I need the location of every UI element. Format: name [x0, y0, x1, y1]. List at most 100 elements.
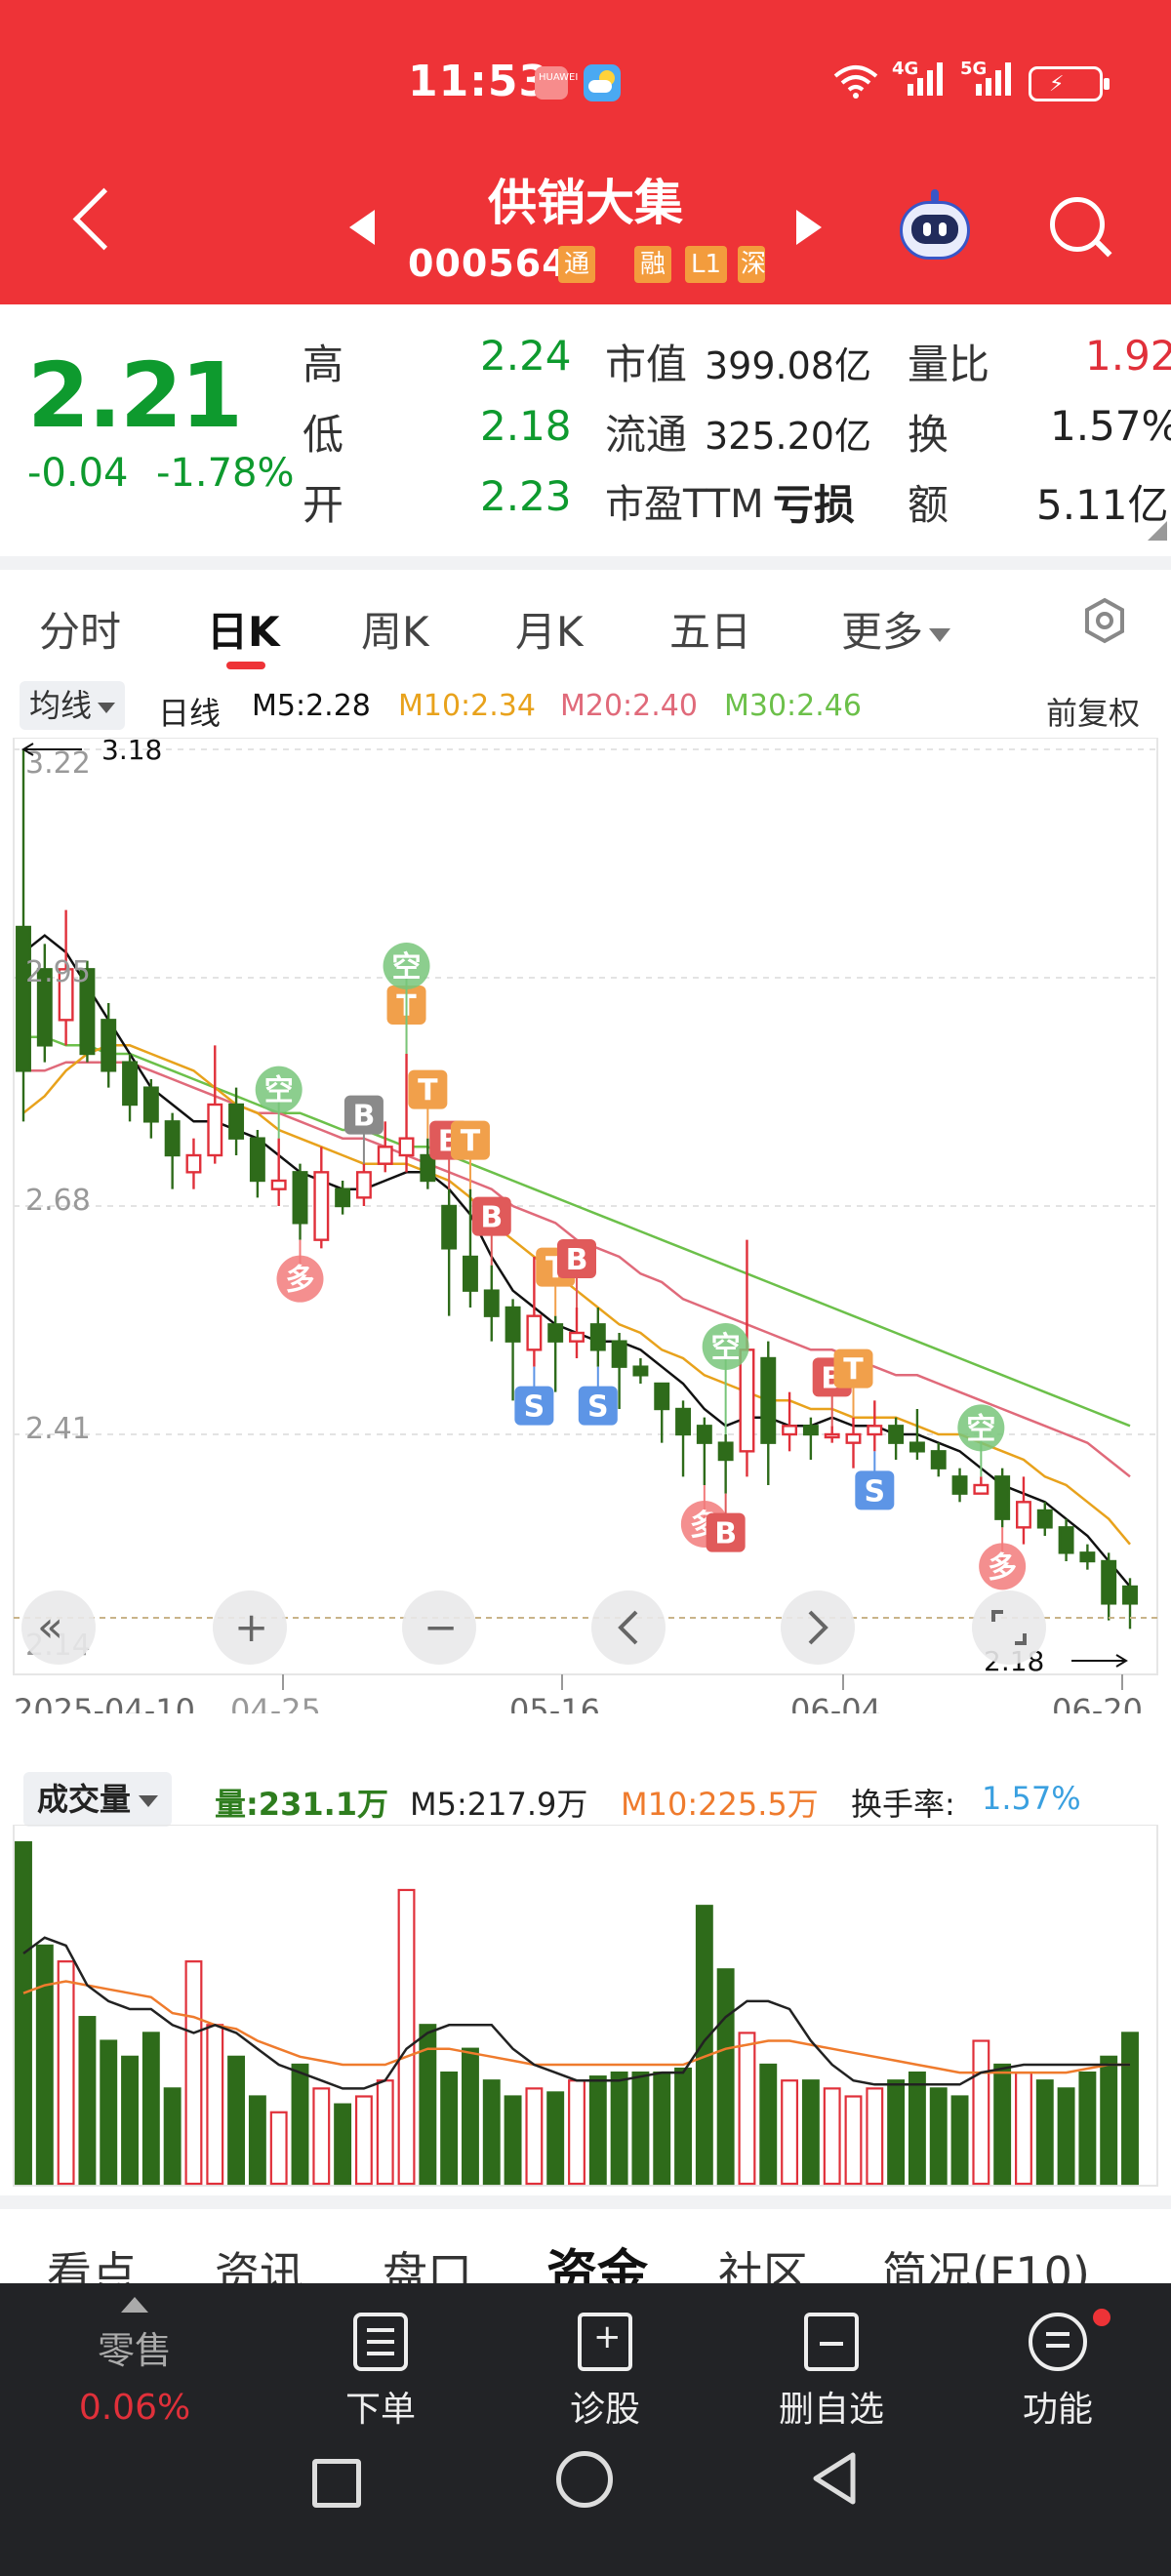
volume-bar	[844, 2095, 863, 2186]
tab-community[interactable]: 社区	[718, 2247, 808, 2287]
low-label: 低	[303, 411, 344, 459]
zoom-in-button[interactable]: +	[213, 1590, 287, 1665]
system-back-button[interactable]	[806, 2449, 865, 2508]
retail-sector-button[interactable]: 零售 0.06%	[57, 2297, 213, 2428]
candle-body	[313, 1171, 330, 1241]
zoom-out-button[interactable]: −	[402, 1590, 476, 1665]
tag-tong: 通	[558, 246, 596, 283]
candle-body	[1079, 1551, 1096, 1563]
back-button[interactable]	[68, 185, 117, 263]
volume-bar	[57, 1960, 75, 2186]
volume-bar	[993, 2063, 1012, 2186]
functions-button[interactable]: 功能	[980, 2309, 1136, 2432]
y-axis-label: 2.68	[25, 1184, 91, 1218]
tab-five-day[interactable]: 五日	[669, 608, 752, 656]
volume-bar	[781, 2079, 799, 2186]
stock-code: 000564	[408, 242, 569, 285]
volume-bar	[674, 2067, 692, 2186]
signal-badge	[706, 1512, 746, 1552]
sub-indicator-selector[interactable]: 成交量	[23, 1772, 173, 1827]
tab-more-label: 更多	[841, 608, 924, 656]
weather-icon	[584, 64, 621, 101]
tab-weekly-k[interactable]: 周K	[361, 608, 429, 656]
scroll-left-fast-button[interactable]: «	[21, 1590, 96, 1665]
status-time: 11:53	[408, 57, 550, 106]
scroll-left-button[interactable]	[591, 1590, 666, 1665]
volume-bar	[248, 2095, 266, 2186]
volume-bar	[141, 2032, 160, 2186]
tab-order-book[interactable]: 盘口	[383, 2247, 472, 2287]
x-axis-label: 2025-04-10	[14, 1692, 195, 1713]
volume-bar	[269, 2111, 288, 2186]
chevron-down-icon	[98, 702, 116, 713]
candle-body	[782, 1425, 798, 1436]
volume-bar	[35, 1944, 54, 2186]
volume-bar	[866, 2087, 884, 2186]
signal-badge	[557, 1239, 596, 1278]
candle-body	[441, 1204, 458, 1250]
volume-legend-bar: 成交量 量:231.1万 M5:217.9万 M10:225.5万 换手率: 1…	[0, 1766, 1171, 1834]
place-order-button[interactable]: 下单	[303, 2313, 459, 2432]
ma10-value: M10:2.34	[398, 689, 536, 723]
candle-body	[675, 1407, 691, 1436]
search-icon[interactable]	[1044, 191, 1114, 262]
high-label: 高	[303, 341, 344, 388]
volume-chart[interactable]	[0, 1824, 1171, 2195]
signal-badge-label: B	[480, 1201, 503, 1235]
robot-assistant-icon[interactable]	[896, 189, 974, 267]
candle-body	[802, 1425, 819, 1436]
volume-bar	[1100, 2055, 1118, 2186]
ma-legend-bar: 均线 日线 M5:2.28 M10:2.34 M20:2.40 M30:2.46…	[0, 677, 1171, 738]
market-cap-label: 市值	[605, 341, 688, 388]
turnover-rate-label: 换手率:	[851, 1786, 955, 1823]
tab-f10-profile[interactable]: 简况(F10)	[882, 2247, 1090, 2287]
ma5-value: M5:2.28	[252, 689, 371, 723]
tab-daily-k[interactable]: 日K	[207, 608, 280, 656]
indicator-selector[interactable]: 均线	[20, 681, 126, 730]
signal-badge	[514, 1386, 554, 1426]
signal-badge-label: B	[352, 1100, 375, 1134]
candle-body	[270, 1179, 287, 1190]
remove-watchlist-button[interactable]: 删自选	[753, 2313, 909, 2432]
recent-apps-button[interactable]	[312, 2459, 361, 2508]
low-value: 2.18	[480, 402, 572, 450]
tab-news[interactable]: 资讯	[215, 2247, 304, 2287]
signal-badge-label: 多	[988, 1550, 1017, 1585]
candle-body	[483, 1289, 500, 1317]
tab-monthly-k[interactable]: 月K	[515, 608, 584, 656]
next-stock-button[interactable]	[796, 210, 822, 245]
volume-bar	[610, 2071, 628, 2186]
chart-settings-icon[interactable]	[1077, 593, 1132, 648]
diagnose-stock-button[interactable]: + 诊股	[527, 2313, 683, 2432]
retail-label: 零售	[97, 2329, 172, 2372]
tab-more[interactable]: 更多	[841, 599, 951, 659]
expand-corner-icon[interactable]	[1148, 521, 1167, 541]
candle-body	[569, 1331, 585, 1343]
candle-body	[505, 1306, 521, 1343]
scroll-right-button[interactable]	[781, 1590, 855, 1665]
prev-stock-button[interactable]	[349, 210, 375, 245]
volume-bar	[504, 2095, 522, 2186]
candle-body	[909, 1441, 925, 1453]
candle-body	[335, 1187, 351, 1208]
volume-bar	[291, 2063, 309, 2186]
tab-highlights[interactable]: 看点	[47, 2247, 137, 2287]
tab-capital-flow[interactable]: 资金	[546, 2245, 649, 2287]
volume-bar	[525, 2087, 544, 2186]
candle-body	[228, 1103, 245, 1140]
home-button[interactable]	[556, 2451, 613, 2508]
volume-bar	[546, 2091, 565, 2186]
candle-body	[760, 1356, 777, 1444]
signal-badge-label: 空	[264, 1074, 294, 1108]
fullscreen-button[interactable]	[972, 1590, 1046, 1665]
candle-body	[654, 1382, 670, 1411]
candle-body	[845, 1432, 862, 1444]
pe-ttm-value: 亏损	[773, 481, 856, 529]
signal-badge	[471, 1196, 511, 1236]
adjust-mode[interactable]: 前复权	[1046, 695, 1141, 732]
tab-intraday[interactable]: 分时	[39, 608, 122, 656]
volume-bar	[440, 2071, 459, 2186]
active-tab-indicator	[226, 662, 265, 669]
signal-badge-label: 多	[286, 1264, 315, 1298]
